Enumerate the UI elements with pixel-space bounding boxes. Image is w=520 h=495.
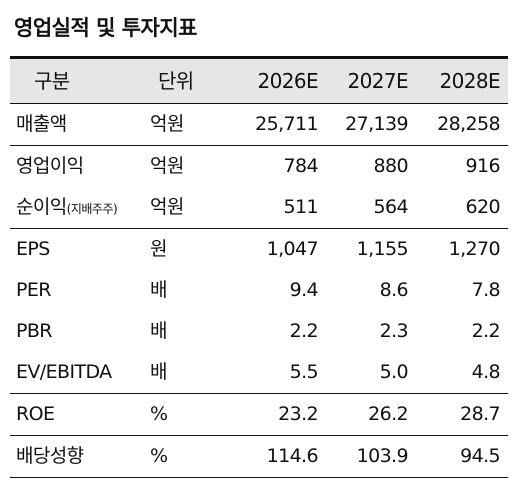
unit: % bbox=[150, 445, 168, 467]
value: 620 bbox=[465, 196, 501, 218]
value: 7.8 bbox=[471, 279, 501, 301]
value: 916 bbox=[465, 155, 501, 177]
unit: 억원 bbox=[150, 196, 184, 218]
row-group: 배당성향% 114.6 103.9 94.5 bbox=[10, 436, 508, 477]
row-label: PER bbox=[16, 270, 51, 311]
row-group: 영업이익 억원 784 880 916 순이익(지배주주) 억원 511 564 620 bbox=[10, 146, 508, 229]
header-cell: 구분 bbox=[34, 69, 70, 93]
value: 28,258 bbox=[437, 113, 500, 135]
row-group: EPS 원 1,047 1,155 1,270 PER 배 9.4 8.6 7.8 PBR 배 2.2 2… bbox=[10, 229, 508, 394]
label-text: 영업이익 bbox=[16, 155, 84, 177]
row-label: PBR bbox=[16, 311, 53, 352]
value: 1,155 bbox=[356, 238, 409, 260]
row-label: 순이익(지배주주) bbox=[16, 187, 118, 230]
value: 1,270 bbox=[448, 238, 501, 260]
data-row: ROE% 23.2 26.2 28.7 bbox=[10, 394, 508, 435]
data-row: EV/EBITDA 배 5.5 5.0 4.8 bbox=[10, 352, 508, 393]
row-label: 영업이익 bbox=[16, 146, 84, 187]
data-row: 배당성향% 114.6 103.9 94.5 bbox=[10, 436, 508, 477]
row-group: ROE% 23.2 26.2 28.7 bbox=[10, 394, 508, 436]
value: 9.4 bbox=[289, 279, 319, 301]
unit: 배 bbox=[150, 320, 167, 342]
data-row: 영업이익 억원 784 880 916 bbox=[10, 146, 508, 187]
unit: 원 bbox=[150, 238, 167, 260]
value: 2.3 bbox=[379, 320, 409, 342]
value: 880 bbox=[373, 155, 409, 177]
value: 25,711 bbox=[255, 113, 318, 135]
header-cell: 2028E bbox=[439, 69, 500, 93]
row-label: 매출액 bbox=[16, 104, 67, 145]
label-text: PER bbox=[16, 279, 51, 301]
value: 28.7 bbox=[460, 403, 501, 425]
row-group: 매출액 억원 25,711 27,139 28,258 bbox=[10, 104, 508, 146]
value: 5.0 bbox=[379, 361, 409, 383]
value: 2.2 bbox=[289, 320, 319, 342]
data-row: 순이익(지배주주) 억원 511 564 620 bbox=[10, 187, 508, 228]
label-text: EV/EBITDA bbox=[16, 361, 112, 383]
value: 5.5 bbox=[289, 361, 319, 383]
data-row: PBR 배 2.2 2.3 2.2 bbox=[10, 311, 508, 352]
value: 4.8 bbox=[471, 361, 501, 383]
data-row: PER 배 9.4 8.6 7.8 bbox=[10, 270, 508, 311]
row-label: EV/EBITDA bbox=[16, 352, 112, 393]
label-text: 매출액 bbox=[16, 113, 67, 135]
value: 103.9 bbox=[356, 445, 409, 467]
label-text: PBR bbox=[16, 320, 53, 342]
value: 27,139 bbox=[345, 113, 408, 135]
label-text: 순이익 bbox=[16, 196, 67, 218]
value: 114.6 bbox=[266, 445, 319, 467]
header-row: 구분 단위 2026E 2027E 2028E bbox=[10, 59, 508, 104]
label-text: 배당성향 bbox=[16, 445, 84, 467]
title: 영업실적 및 투자지표 bbox=[14, 16, 198, 40]
label-text: ROE bbox=[16, 403, 55, 425]
unit: 억원 bbox=[150, 155, 184, 177]
value: 564 bbox=[373, 196, 409, 218]
label-note: (지배주주) bbox=[66, 202, 118, 216]
row-label: ROE bbox=[16, 394, 55, 435]
unit: 배 bbox=[150, 361, 167, 383]
label-text: EPS bbox=[16, 238, 50, 260]
value: 784 bbox=[283, 155, 319, 177]
header-cell: 단위 bbox=[158, 69, 194, 93]
data-row: 매출액 억원 25,711 27,139 28,258 bbox=[10, 104, 508, 145]
header-cell: 2027E bbox=[347, 69, 408, 93]
header-cell: 2026E bbox=[257, 69, 318, 93]
data-row: EPS 원 1,047 1,155 1,270 bbox=[10, 229, 508, 270]
value: 94.5 bbox=[460, 445, 501, 467]
row-label: EPS bbox=[16, 229, 50, 270]
value: 1,047 bbox=[266, 238, 319, 260]
value: 511 bbox=[283, 196, 319, 218]
unit: % bbox=[150, 403, 168, 425]
row-label: 배당성향 bbox=[16, 436, 84, 477]
unit: 억원 bbox=[150, 113, 184, 135]
table: 구분 단위 2026E 2027E 2028E 매출액 억원 25,711 27,139 28,2… bbox=[10, 56, 508, 478]
value: 2.2 bbox=[471, 320, 501, 342]
unit: 배 bbox=[150, 279, 167, 301]
value: 8.6 bbox=[379, 279, 409, 301]
value: 23.2 bbox=[278, 403, 319, 425]
value: 26.2 bbox=[368, 403, 409, 425]
